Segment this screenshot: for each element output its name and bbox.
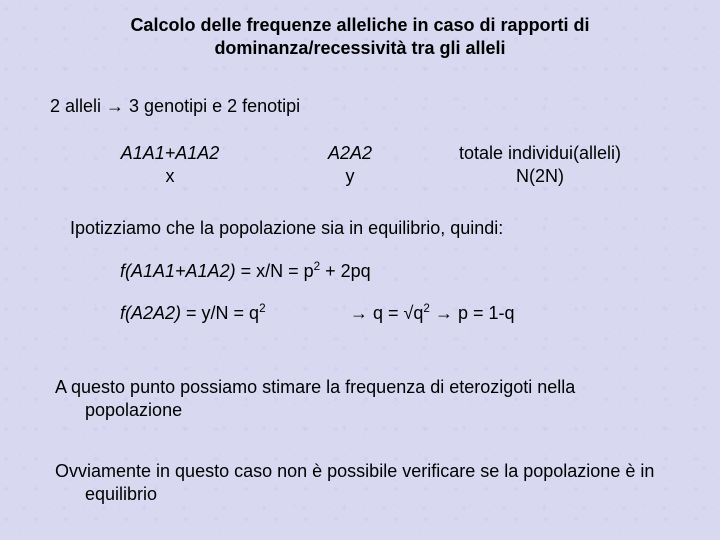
premise-text: 2 alleli → 3 genotipi e 2 fenotipi (50, 96, 300, 117)
col-2: A2A2 y (300, 142, 400, 187)
eq2b-b: → p = 1-q (430, 303, 515, 323)
col-3: totale individui(alleli) N(2N) (430, 142, 650, 187)
col1-bot: x (166, 166, 175, 186)
paragraph-1: A questo punto possiamo stimare la frequ… (55, 376, 665, 423)
eq1-lhs: f(A1A1+A1A2) (120, 261, 236, 281)
eq2-sup: 2 (259, 302, 266, 315)
eq1-tail: + 2pq (320, 261, 371, 281)
col3-bot: N(2N) (516, 166, 564, 186)
col2-bot: y (346, 166, 355, 186)
assumption-text: Ipotizziamo che la popolazione sia in eq… (70, 218, 503, 239)
eq2-lhs: f(A2A2) (120, 303, 181, 323)
eq2-mid: = y/N = q (181, 303, 259, 323)
col-1: A1A1+A1A2 x (90, 142, 250, 187)
col2-top: A2A2 (328, 143, 372, 163)
equation-1: f(A1A1+A1A2) = x/N = p2 + 2pq (120, 260, 371, 282)
eq2b-a: → q = √q (350, 303, 423, 323)
equation-2b: → q = √q2 → p = 1-q (350, 302, 514, 324)
title-line1: Calcolo delle frequenze alleliche in cas… (130, 15, 589, 35)
col3-top: totale individui(alleli) (459, 143, 621, 163)
page-title: Calcolo delle frequenze alleliche in cas… (0, 0, 720, 61)
title-line2: dominanza/recessività tra gli alleli (214, 38, 505, 58)
eq1-mid: = x/N = p (236, 261, 314, 281)
col1-top: A1A1+A1A2 (121, 143, 220, 163)
paragraph-2: Ovviamente in questo caso non è possibil… (55, 460, 665, 507)
equation-2: f(A2A2) = y/N = q2 (120, 302, 266, 324)
